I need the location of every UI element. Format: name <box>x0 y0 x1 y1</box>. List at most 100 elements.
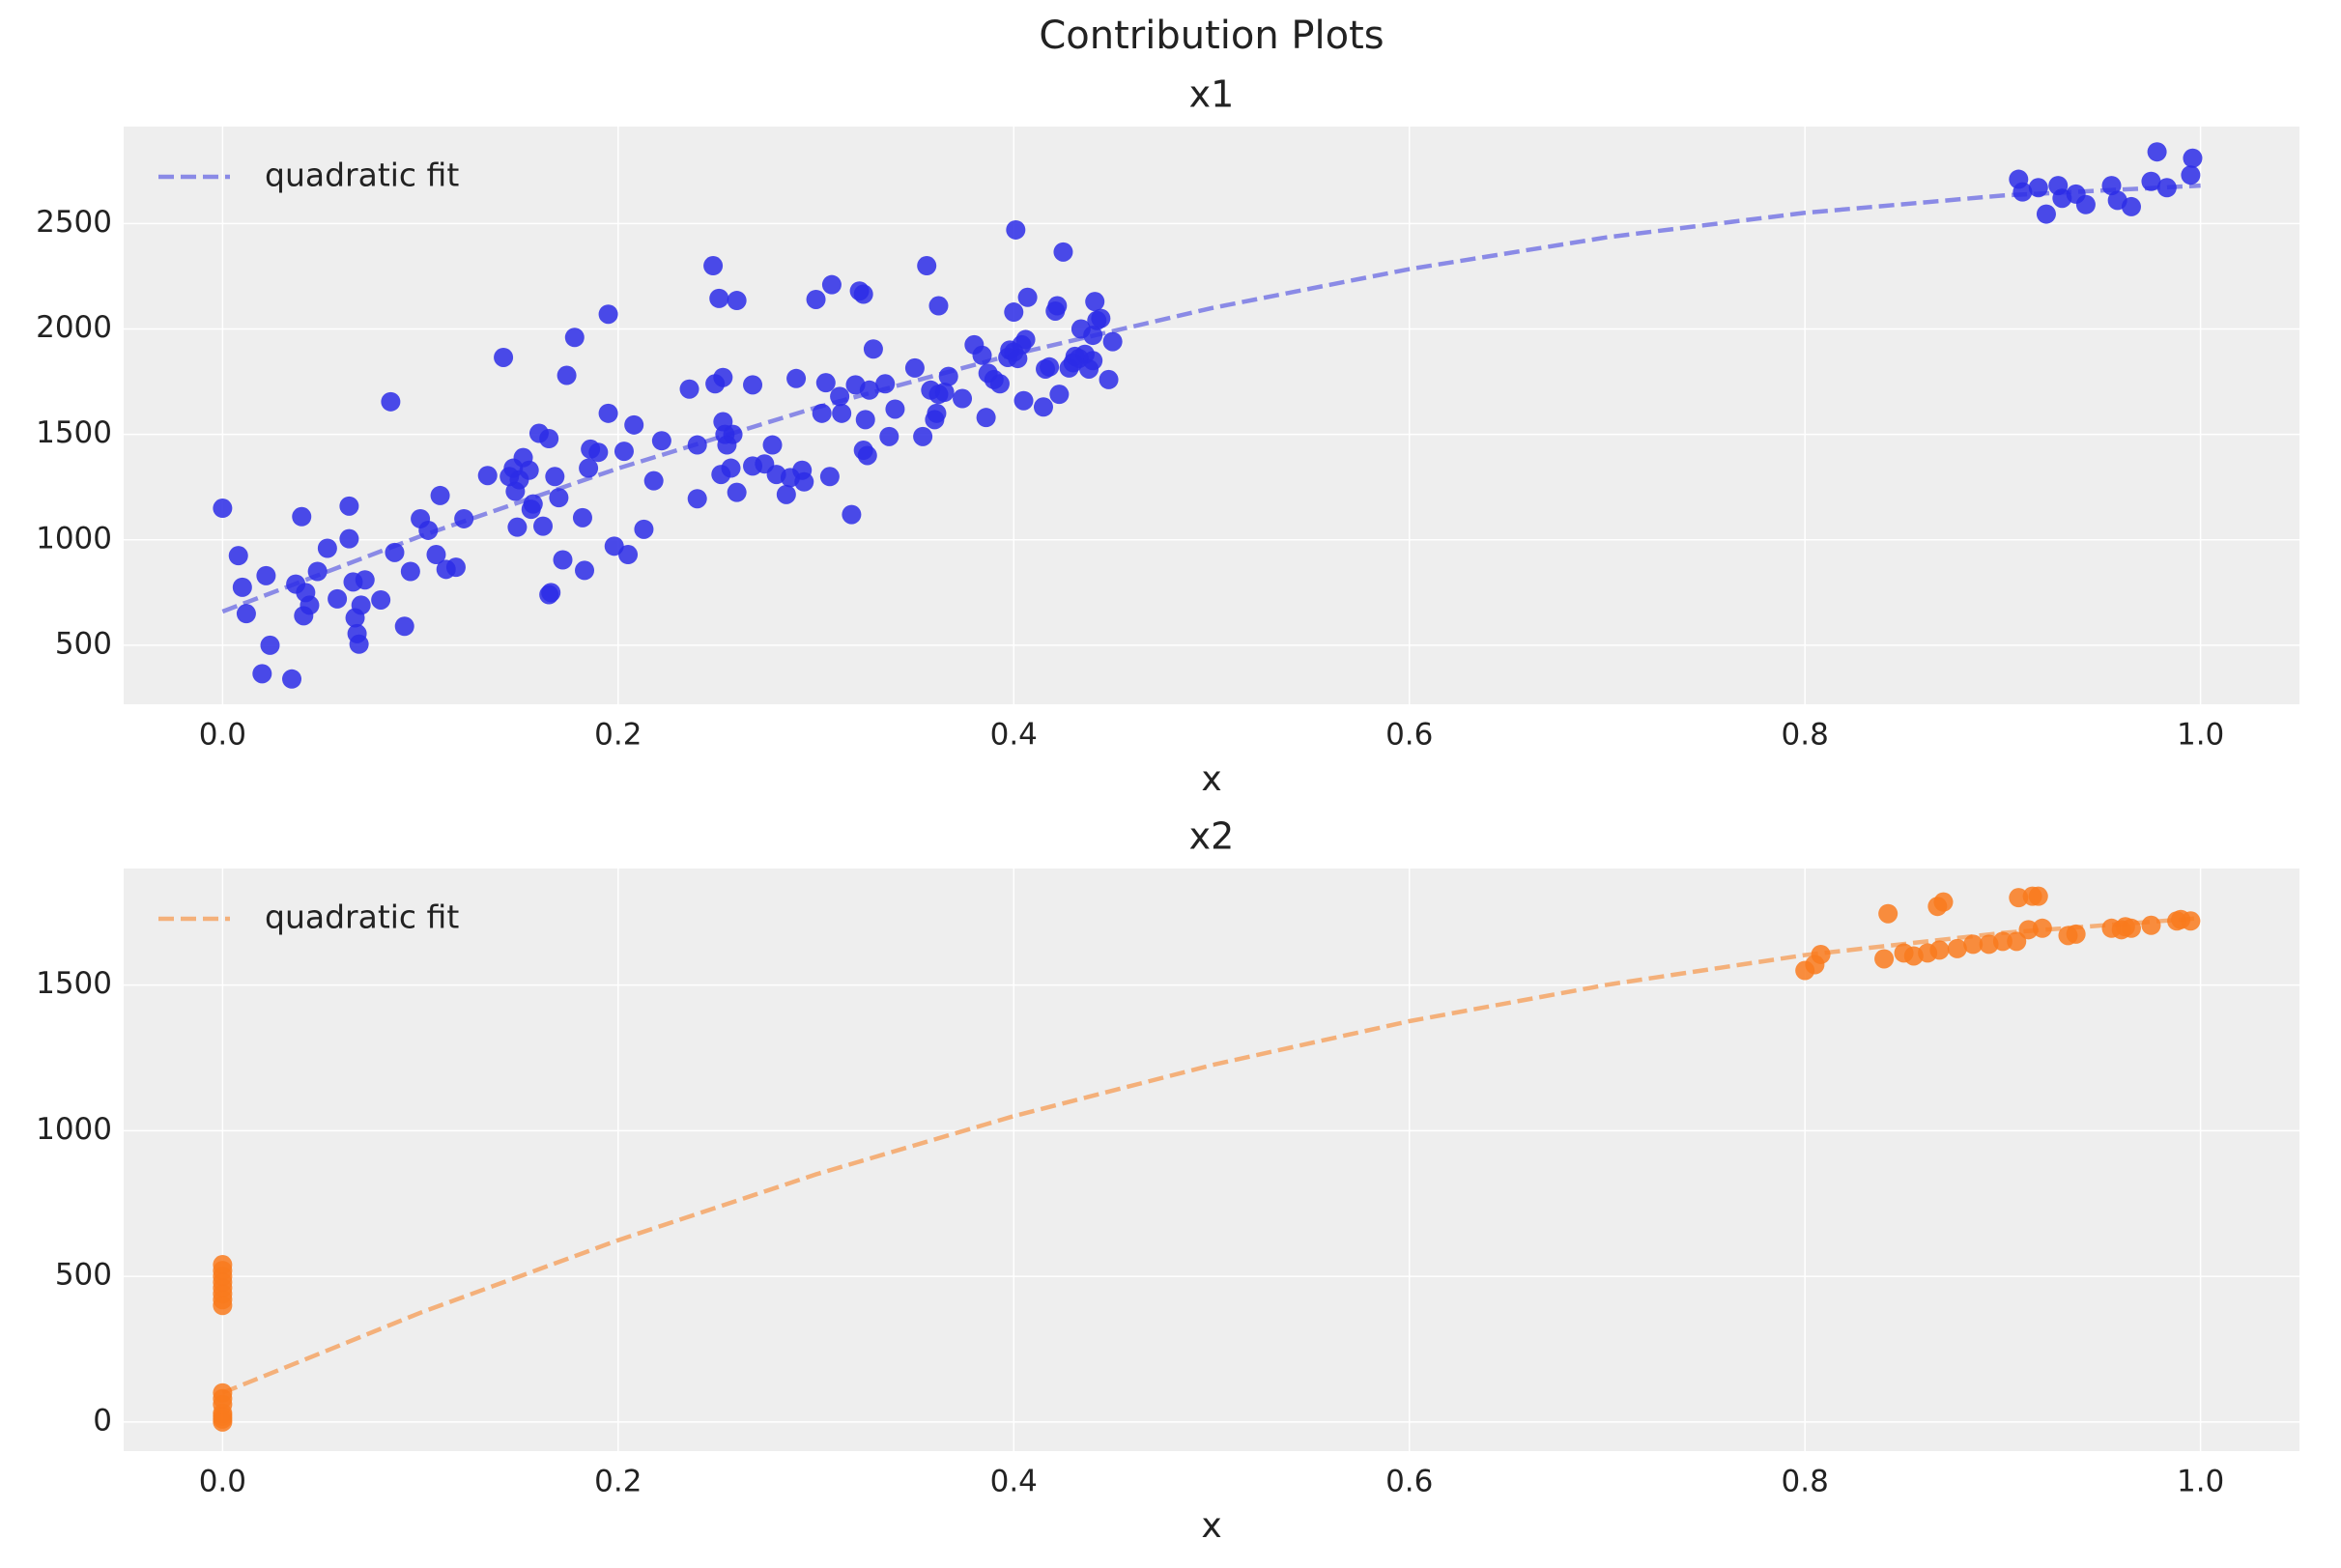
point <box>553 550 573 570</box>
point <box>339 496 359 516</box>
point <box>821 274 842 295</box>
point <box>541 583 561 603</box>
x-tick-label: 0.2 <box>594 718 642 753</box>
point <box>875 374 896 394</box>
point <box>2007 931 2027 952</box>
point <box>300 595 320 615</box>
x-tick-label: 0.2 <box>594 1465 642 1499</box>
point <box>794 471 814 492</box>
point <box>2121 196 2141 216</box>
x-tick-label: 0.8 <box>1782 1465 1829 1499</box>
point <box>604 536 624 556</box>
y-tick-label: 1000 <box>36 521 112 556</box>
point <box>830 386 850 407</box>
point <box>454 508 474 528</box>
point <box>2066 924 2086 944</box>
point <box>643 470 664 491</box>
point <box>1874 949 1895 969</box>
figure-title: Contribution Plots <box>1039 14 1384 58</box>
point <box>2028 886 2048 906</box>
point <box>533 516 554 536</box>
point <box>1047 296 1068 316</box>
point <box>989 374 1010 394</box>
point <box>260 635 280 655</box>
point <box>1963 934 1984 955</box>
point <box>687 435 707 455</box>
point <box>917 256 937 276</box>
point <box>2121 918 2141 938</box>
point <box>430 485 450 505</box>
point <box>651 431 671 451</box>
point <box>928 296 949 316</box>
y-tick-label: 1500 <box>36 415 112 450</box>
point <box>913 426 933 446</box>
point <box>1929 940 1950 960</box>
x-tick-label: 0.0 <box>199 718 246 753</box>
x-axis-label: x <box>1201 759 1221 799</box>
x-tick-label: 1.0 <box>2177 1465 2224 1499</box>
point <box>1004 302 1024 323</box>
point <box>394 616 414 637</box>
x-tick-label: 1.0 <box>2177 718 2224 753</box>
point <box>1102 331 1123 352</box>
point <box>721 458 741 478</box>
point <box>381 391 401 412</box>
point <box>575 560 595 581</box>
fit-line <box>221 916 2201 1395</box>
point <box>863 339 883 359</box>
x-tick-label: 0.0 <box>199 1465 246 1499</box>
y-tick-label: 1500 <box>36 966 112 1001</box>
point <box>806 289 826 309</box>
x-tick-label: 0.6 <box>1385 718 1433 753</box>
point <box>1049 385 1070 405</box>
point <box>624 414 644 435</box>
point <box>703 256 724 276</box>
point <box>2036 204 2056 224</box>
point <box>953 388 973 409</box>
point <box>1992 931 2013 952</box>
point <box>228 546 248 566</box>
point <box>539 429 559 449</box>
point <box>2028 178 2048 198</box>
x-tick-label: 0.4 <box>990 718 1038 753</box>
point <box>213 1383 233 1403</box>
point <box>634 519 654 539</box>
point <box>355 570 375 590</box>
point <box>2013 182 2033 202</box>
point <box>904 357 925 378</box>
x-tick-label: 0.8 <box>1782 718 1829 753</box>
point <box>1099 369 1119 389</box>
point <box>598 403 618 423</box>
point <box>2156 178 2177 198</box>
point <box>282 669 302 689</box>
point <box>1947 938 1967 958</box>
point <box>842 504 862 525</box>
point <box>213 1255 233 1275</box>
point <box>1878 903 1898 924</box>
point <box>679 379 699 399</box>
point <box>2141 915 2161 935</box>
point <box>762 435 783 455</box>
point <box>723 424 743 444</box>
point <box>523 494 543 514</box>
point <box>1013 390 1034 411</box>
point <box>885 399 905 419</box>
point <box>927 403 947 423</box>
point <box>859 380 879 400</box>
point <box>2183 148 2203 168</box>
point <box>815 373 836 393</box>
y-tick-label: 2500 <box>36 205 112 240</box>
chart-title: x2 <box>1189 815 1235 858</box>
point <box>1033 397 1053 417</box>
y-tick-label: 1000 <box>36 1112 112 1147</box>
point <box>519 460 539 480</box>
point <box>1040 356 1060 377</box>
chart-title: x1 <box>1189 73 1235 116</box>
point <box>2101 176 2122 196</box>
point <box>256 565 276 585</box>
point <box>213 499 233 519</box>
x-tick-label: 0.4 <box>990 1465 1038 1499</box>
point <box>588 442 609 463</box>
point <box>477 466 498 486</box>
